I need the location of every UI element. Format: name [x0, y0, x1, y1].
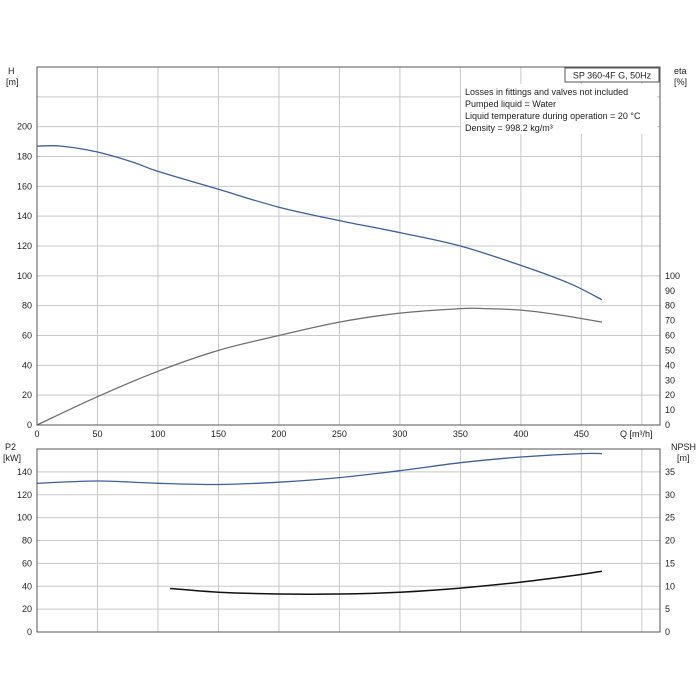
eta-axis-unit: [%] — [674, 77, 687, 87]
eta-axis-label: eta — [674, 66, 687, 76]
top-tick-labels: 0 50 100 150 200 250 300 350 400 4500204060801001… — [17, 122, 680, 439]
p2-axis-unit: [kW] — [3, 453, 21, 463]
note-liquid: Pumped liquid = Water — [465, 99, 556, 109]
x-tick-label: 0 — [34, 429, 39, 439]
bottom-gridlines — [37, 449, 660, 632]
y-left-tick-label: 60 — [22, 558, 32, 568]
y-right-tick-label: 60 — [665, 331, 675, 341]
y-left-tick-label: 0 — [27, 627, 32, 637]
y-left-tick-label: 40 — [22, 360, 32, 370]
y-left-tick-label: 60 — [22, 331, 32, 341]
x-tick-label: 450 — [574, 429, 589, 439]
npsh-axis-label: NPSH — [671, 442, 696, 452]
y-right-tick-label: 70 — [665, 316, 675, 326]
x-tick-label: 100 — [150, 429, 165, 439]
y-left-tick-label: 120 — [17, 241, 32, 251]
y-right-tick-label: 10 — [665, 581, 675, 591]
bottom-plot-frame — [36, 448, 661, 633]
y-right-tick-label: 0 — [665, 627, 670, 637]
top-gridlines — [37, 67, 660, 425]
y-left-tick-label: 100 — [17, 271, 32, 281]
chart-title: SP 360-4F G, 50Hz — [573, 71, 652, 81]
x-tick-label: 250 — [332, 429, 347, 439]
bottom-series-group — [36, 452, 603, 595]
q-axis-label: Q [m³/h] — [620, 429, 653, 439]
y-right-tick-label: 20 — [665, 536, 675, 546]
top-series-group — [36, 145, 603, 426]
y-right-tick-label: 10 — [665, 405, 675, 415]
title-box — [564, 67, 660, 83]
y-right-tick-label: 20 — [665, 390, 675, 400]
h-axis-label: H — [8, 66, 15, 76]
note-density: Density = 998.2 kg/m³ — [465, 123, 553, 133]
head-efficiency-panel: 0 50 100 150 200 250 300 350 400 4500204060801001… — [6, 66, 687, 439]
y-right-tick-label: 30 — [665, 375, 675, 385]
x-tick-label: 200 — [271, 429, 286, 439]
y-left-tick-label: 160 — [17, 181, 32, 191]
bottom-series-line-0 — [36, 452, 602, 486]
npsh-axis-unit: [m] — [677, 453, 690, 463]
y-left-tick-label: 200 — [17, 122, 32, 132]
top-series-line-0 — [36, 145, 603, 301]
bottom-tick-labels: 0 20 40 60 80 100 120 140 0 5 10 15 20 25 30 35 — [17, 467, 675, 637]
y-right-tick-label: 15 — [665, 558, 675, 568]
x-tick-label: 400 — [513, 429, 528, 439]
x-tick-label: 350 — [453, 429, 468, 439]
y-left-tick-label: 20 — [22, 390, 32, 400]
y-right-tick-label: 5 — [665, 604, 670, 614]
y-right-tick-label: 50 — [665, 345, 675, 355]
y-left-tick-label: 20 — [22, 604, 32, 614]
y-left-tick-label: 140 — [17, 467, 32, 477]
y-right-tick-label: 90 — [665, 286, 675, 296]
notes-box — [461, 84, 657, 134]
y-right-tick-label: 100 — [665, 271, 680, 281]
p2-axis-label: P2 — [5, 442, 16, 452]
h-axis-unit: [m] — [6, 77, 19, 87]
y-left-tick-label: 80 — [22, 536, 32, 546]
y-right-tick-label: 0 — [665, 420, 670, 430]
x-tick-label: 300 — [392, 429, 407, 439]
y-left-tick-label: 140 — [17, 211, 32, 221]
note-temperature: Liquid temperature during operation = 20… — [465, 111, 641, 121]
y-right-tick-label: 35 — [665, 467, 675, 477]
y-left-tick-label: 120 — [17, 490, 32, 500]
y-left-tick-label: 80 — [22, 301, 32, 311]
y-left-tick-label: 0 — [27, 420, 32, 430]
y-right-tick-label: 80 — [665, 301, 675, 311]
y-right-tick-label: 25 — [665, 513, 675, 523]
power-npsh-panel: 0 20 40 60 80 100 120 140 0 5 10 15 20 25 30 35 P2 [kW]… — [3, 442, 696, 637]
top-plot-frame — [36, 66, 661, 426]
y-left-tick-label: 180 — [17, 152, 32, 162]
x-tick-label: 150 — [211, 429, 226, 439]
top-series-line-1 — [36, 307, 603, 426]
note-fittings: Losses in fittings and valves not includ… — [465, 87, 628, 97]
y-left-tick-label: 100 — [17, 513, 32, 523]
bottom-series-line-1 — [170, 570, 603, 595]
x-tick-label: 50 — [92, 429, 102, 439]
y-right-tick-label: 30 — [665, 490, 675, 500]
y-left-tick-label: 40 — [22, 581, 32, 591]
y-right-tick-label: 40 — [665, 360, 675, 370]
